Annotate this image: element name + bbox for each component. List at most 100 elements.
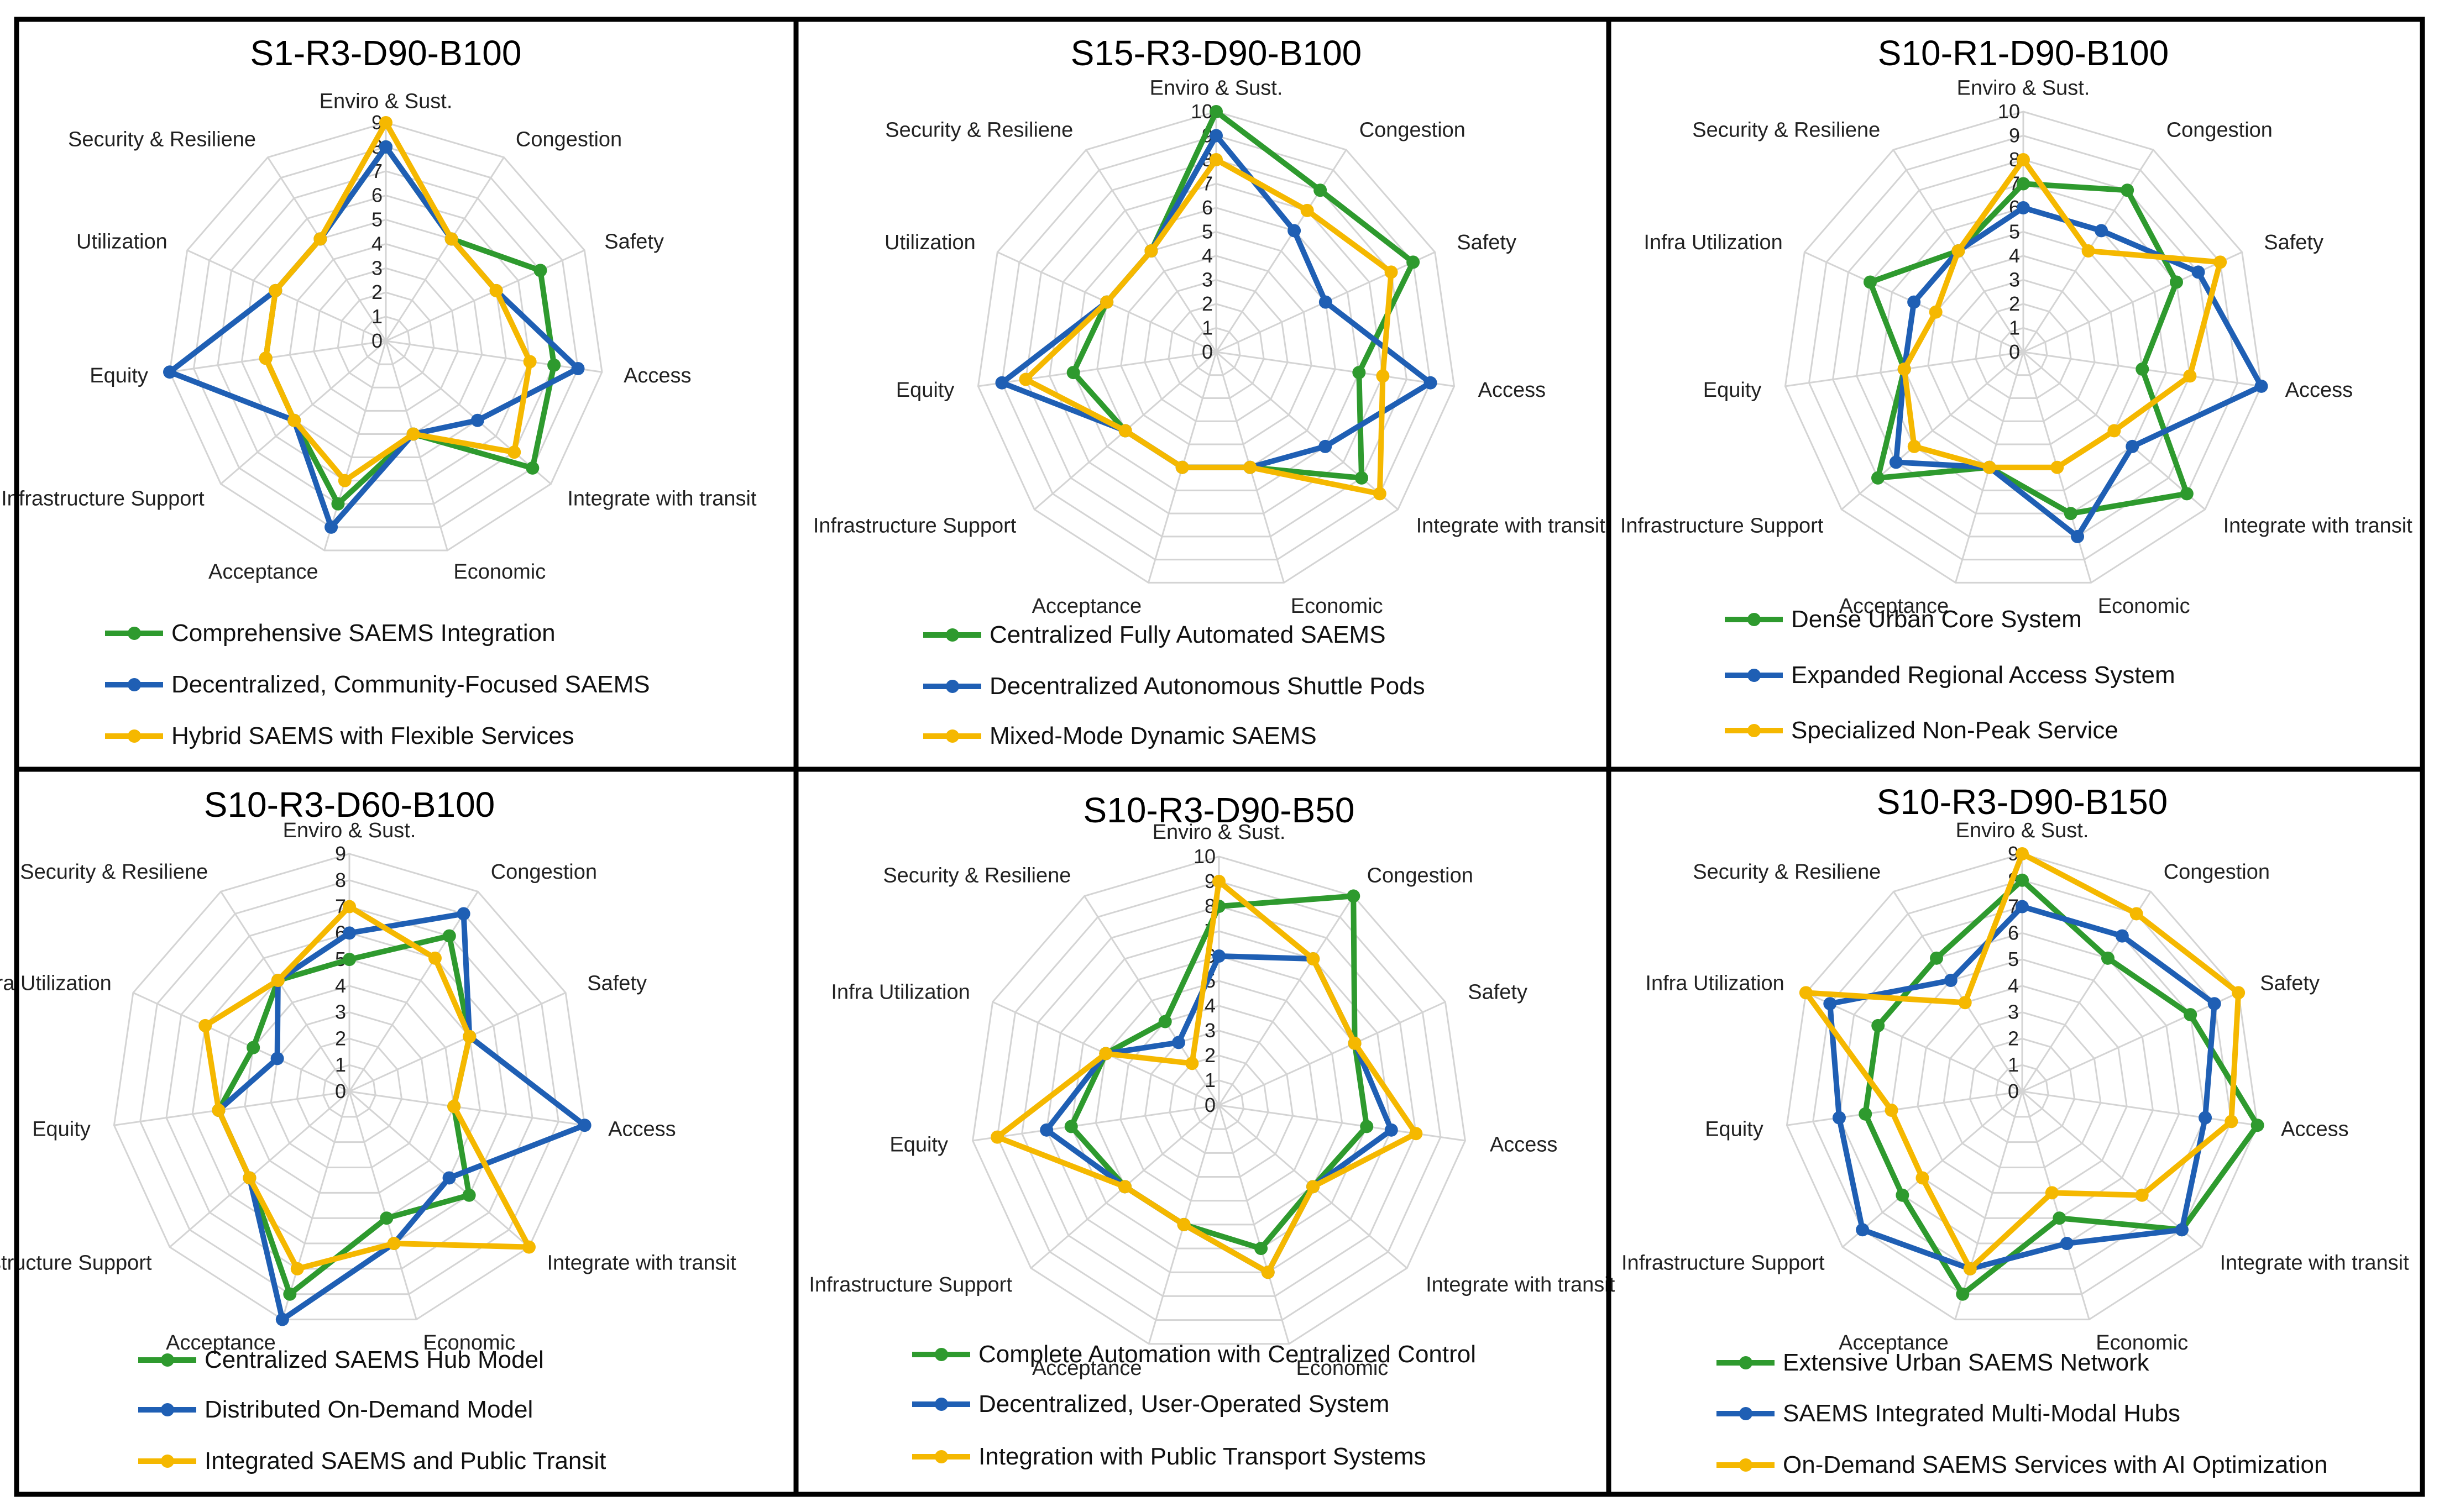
axis-spoke	[267, 156, 387, 342]
legend-label: Integrated SAEMS and Public Transit	[205, 1447, 606, 1474]
data-point	[287, 413, 301, 427]
data-point	[1118, 424, 1132, 438]
axis-label: Economic	[2096, 1331, 2188, 1355]
axis-label: Economic	[1291, 595, 1383, 618]
axis-spoke	[1218, 1104, 1466, 1142]
data-point	[1799, 986, 1813, 1000]
data-point	[1243, 460, 1257, 474]
tick-label: 6	[2008, 921, 2019, 944]
axis-label: Access	[1478, 379, 1546, 402]
chart-title: S10-R3-D60-B100	[204, 785, 495, 825]
chart-title: S10-R3-D90-B50	[1084, 790, 1355, 830]
grid-ring	[270, 1011, 429, 1169]
tick-label: 5	[2008, 948, 2019, 970]
data-point	[1100, 295, 1114, 309]
data-point	[457, 907, 470, 921]
data-point	[1907, 439, 1921, 453]
data-point	[2064, 507, 2077, 521]
grid-ring	[240, 195, 531, 482]
data-point	[269, 284, 282, 297]
legend-label: SAEMS Integrated Multi-Modal Hubs	[1783, 1400, 2180, 1427]
axis-label: Utilization	[884, 231, 976, 254]
legend-label: Mixed-Mode Dynamic SAEMS	[990, 722, 1317, 749]
axis-label: Economic	[1296, 1357, 1388, 1380]
grid-ring	[244, 985, 455, 1194]
data-point	[1306, 1180, 1320, 1194]
axis-label: Integrate with transit	[1426, 1273, 1615, 1296]
data-point	[2016, 873, 2029, 887]
data-point	[338, 474, 352, 487]
tick-label: 4	[371, 232, 383, 255]
data-point	[313, 232, 327, 246]
data-point	[1210, 153, 1223, 166]
data-point	[523, 355, 537, 369]
series-line	[1803, 851, 2242, 1272]
grid-ring	[165, 905, 533, 1270]
data-point	[1889, 455, 1903, 469]
tick-label: 9	[2008, 842, 2019, 865]
grid-ring	[1995, 1064, 2049, 1118]
data-point	[343, 953, 356, 967]
data-point	[2135, 1188, 2149, 1202]
data-point	[2107, 424, 2121, 438]
axis-spoke	[1787, 1090, 2023, 1126]
data-point	[1859, 1107, 1872, 1121]
axis-label: Equity	[896, 379, 955, 402]
tick-label: 2	[2008, 1027, 2019, 1049]
data-point	[2045, 1186, 2059, 1200]
legend-label: Extensive Urban SAEMS Network	[1783, 1349, 2150, 1376]
data-point	[1318, 439, 1332, 453]
data-point	[1373, 487, 1386, 501]
tick-label: 3	[1205, 1019, 1216, 1042]
data-point	[1915, 1171, 1929, 1185]
data-point	[2060, 1237, 2074, 1251]
data-point	[1384, 265, 1398, 279]
axis-label: Infrastructure Support	[809, 1273, 1012, 1296]
data-point	[2129, 907, 2143, 921]
data-point	[1897, 362, 1911, 376]
data-point	[1348, 1036, 1362, 1050]
axis-label: Access	[1490, 1133, 1557, 1156]
tick-label: 1	[371, 305, 383, 328]
chart-title: S10-R1-D90-B100	[1878, 33, 2169, 73]
grid-ring	[337, 291, 435, 389]
axis-spoke	[1805, 992, 2023, 1093]
series-line	[263, 120, 533, 484]
axis-label: Acceptance	[166, 1331, 276, 1355]
legend-marker	[161, 1455, 174, 1468]
grid-ring	[1070, 955, 1368, 1250]
tick-label: 2	[335, 1027, 346, 1049]
data-point	[2191, 265, 2205, 279]
data-point	[1172, 1036, 1186, 1049]
axis-label: Congestion	[491, 860, 597, 884]
axis-label: Enviro & Sust.	[1153, 821, 1286, 844]
legend-marker	[1747, 613, 1761, 626]
legend-item: Hybrid SAEMS with Flexible Services	[105, 722, 574, 749]
data-point	[1944, 974, 1958, 988]
axis-label: Access	[624, 364, 691, 387]
data-point	[2101, 951, 2115, 965]
data-point	[1212, 875, 1226, 888]
axis-label: Integrate with transit	[2220, 1252, 2409, 1275]
legend-item: Complete Automation with Centralized Con…	[912, 1341, 1476, 1368]
legend-item: Centralized Fully Automated SAEMS	[923, 621, 1386, 648]
data-point	[379, 140, 392, 154]
data-point	[2225, 1115, 2238, 1128]
axis-label: Access	[608, 1117, 676, 1141]
legend-item: Comprehensive SAEMS Integration	[105, 620, 556, 647]
data-point	[2121, 183, 2134, 197]
tick-label: 0	[1202, 340, 1213, 363]
data-point	[1951, 244, 1965, 258]
tick-label: 1	[2009, 317, 2020, 339]
grid-ring	[217, 958, 481, 1219]
tick-label: 0	[2009, 340, 2020, 363]
legend-marker	[161, 1353, 174, 1367]
data-point	[428, 951, 442, 965]
legend-label: Expanded Regional Access System	[1791, 662, 2175, 689]
grid-ring	[1838, 905, 2206, 1270]
legend-marker	[128, 678, 141, 691]
grid-ring	[972, 855, 1466, 1345]
axis-spoke	[385, 156, 505, 342]
